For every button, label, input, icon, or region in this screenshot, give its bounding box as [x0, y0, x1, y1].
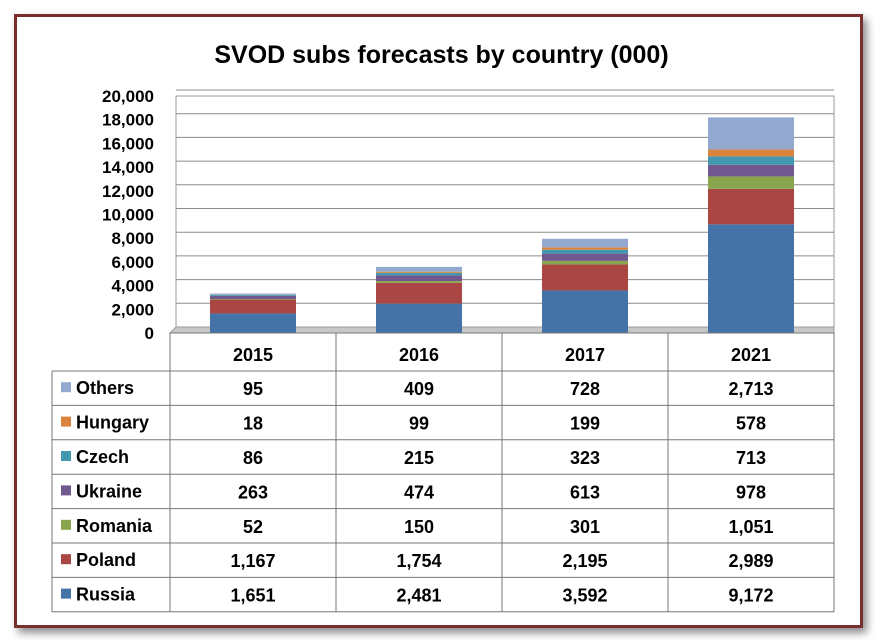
y-tick-label: 4,000 [111, 277, 154, 296]
data-label: 215 [404, 448, 434, 468]
data-label: 150 [404, 517, 434, 537]
data-label: 1,167 [230, 551, 275, 571]
legend-swatch [61, 588, 71, 599]
bar-segment [542, 290, 628, 333]
legend-swatch [61, 416, 71, 427]
bar-segment [708, 188, 794, 225]
data-label: 263 [238, 482, 268, 502]
bar-segment [708, 224, 794, 333]
data-label: 2,195 [562, 551, 607, 571]
y-tick-label: 8,000 [111, 229, 154, 248]
legend-swatch [61, 554, 71, 565]
bar-segment [210, 298, 296, 300]
legend-swatch [61, 382, 71, 393]
data-label: 1,754 [396, 551, 441, 571]
data-label: 52 [243, 517, 263, 537]
bar-segment [542, 253, 628, 261]
legend-label: Ukraine [76, 481, 142, 501]
data-label: 301 [570, 517, 600, 537]
bar-segment [708, 117, 794, 150]
legend-swatch [61, 485, 71, 496]
data-label: 728 [570, 379, 600, 399]
legend-swatch [61, 519, 71, 530]
y-tick-label: 18,000 [102, 111, 154, 130]
bar-segment [542, 260, 628, 265]
bar-segment [376, 275, 462, 282]
y-tick-label: 12,000 [102, 182, 154, 201]
bar-segment [376, 282, 462, 304]
data-label: 409 [404, 379, 434, 399]
bar-segment [542, 249, 628, 254]
y-tick-label: 0 [145, 324, 154, 343]
bar-segment [708, 156, 794, 165]
legend-label: Romania [76, 516, 153, 536]
bar-segment [376, 266, 462, 272]
y-tick-label: 20,000 [102, 87, 154, 106]
bar-segment [210, 294, 296, 296]
bar-segment [376, 272, 462, 276]
y-tick-label: 6,000 [111, 253, 154, 272]
bar-segment [542, 247, 628, 250]
bar-segment [542, 238, 628, 248]
legend-label: Czech [76, 447, 129, 467]
bar-segment [376, 281, 462, 283]
bar-segment [708, 176, 794, 189]
data-label: 1,051 [728, 517, 773, 537]
bar-segment [376, 303, 462, 333]
data-label: 474 [404, 482, 434, 502]
data-label: 713 [736, 448, 766, 468]
data-label: 9,172 [728, 586, 773, 606]
data-label: 95 [243, 379, 263, 399]
x-category-label: 2017 [565, 345, 605, 365]
data-label: 578 [736, 414, 766, 434]
bar-segment [210, 299, 296, 314]
data-label: 86 [243, 448, 263, 468]
y-tick-label: 14,000 [102, 158, 154, 177]
bar-segment [708, 164, 794, 177]
data-label: 2,989 [728, 551, 773, 571]
data-label: 199 [570, 414, 600, 434]
y-tick-label: 2,000 [111, 300, 154, 319]
bar-segment [210, 313, 296, 333]
data-label: 613 [570, 482, 600, 502]
data-label: 2,481 [396, 586, 441, 606]
x-category-label: 2015 [233, 345, 273, 365]
bar-segment [542, 264, 628, 291]
legend-label: Others [76, 378, 134, 398]
data-label: 3,592 [562, 586, 607, 606]
data-label: 978 [736, 482, 766, 502]
bar-segment [376, 271, 462, 273]
data-label: 1,651 [230, 586, 275, 606]
legend-label: Hungary [76, 413, 149, 433]
legend-label: Poland [76, 550, 136, 570]
legend-label: Russia [76, 585, 136, 605]
chart-title: SVOD subs forecasts by country (000) [214, 41, 669, 69]
data-label: 323 [570, 448, 600, 468]
x-category-label: 2016 [399, 345, 439, 365]
bar-segment [210, 295, 296, 299]
data-label: 99 [409, 414, 429, 434]
bar-segment [708, 149, 794, 157]
x-category-label: 2021 [731, 345, 771, 365]
data-label: 18 [243, 414, 263, 434]
data-label: 2,713 [728, 379, 773, 399]
legend-swatch [61, 451, 71, 461]
bar-segment [210, 293, 296, 295]
y-tick-label: 10,000 [102, 206, 154, 225]
y-tick-label: 16,000 [102, 134, 154, 153]
